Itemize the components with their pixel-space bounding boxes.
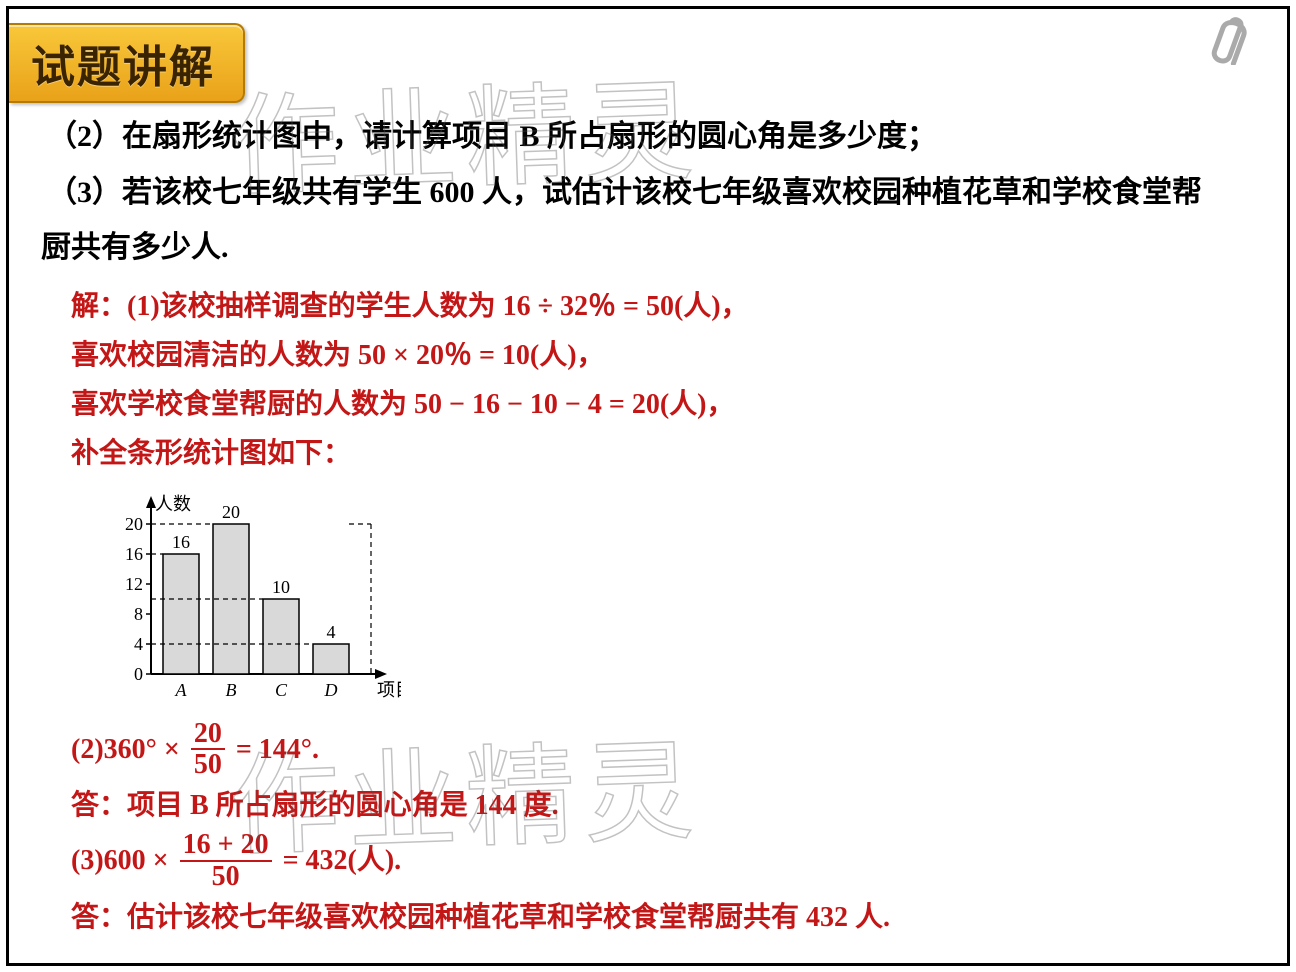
svg-text:16: 16 <box>125 544 143 564</box>
p2-post: = 144°. <box>236 733 319 764</box>
p3-pre: (3)600 × <box>71 845 169 876</box>
frac-num: 20 <box>191 719 225 750</box>
answer-line-3: 喜欢学校食堂帮厨的人数为 50 − 16 − 10 − 4 = 20(人)， <box>71 380 1249 429</box>
answer-part2-text: 答：项目 B 所占扇形的圆心角是 144 度. <box>71 781 1249 830</box>
answer-part3-calc: (3)600 × 16 + 20 50 = 432(人). <box>71 832 1249 893</box>
svg-text:D: D <box>324 680 338 700</box>
svg-text:8: 8 <box>134 604 143 624</box>
question-3a: （3）若该校七年级共有学生 600 人，试估计该校七年级喜欢校园种植花草和学校食… <box>47 165 1249 221</box>
svg-text:20: 20 <box>125 514 143 534</box>
svg-text:B: B <box>226 680 237 700</box>
content-area: （2）在扇形统计图中，请计算项目 B 所占扇形的圆心角是多少度； （3）若该校七… <box>47 109 1249 942</box>
svg-text:20: 20 <box>222 502 240 522</box>
svg-text:4: 4 <box>327 622 336 642</box>
svg-text:A: A <box>175 680 188 700</box>
fraction-36-50: 16 + 20 50 <box>180 830 272 891</box>
p2-pre: (2)360° × <box>71 733 180 764</box>
svg-text:4: 4 <box>134 634 143 654</box>
svg-text:16: 16 <box>172 532 190 552</box>
paperclip-icon <box>1177 5 1257 65</box>
fraction-20-50: 20 50 <box>191 719 225 780</box>
answer-part2-calc: (2)360° × 20 50 = 144°. <box>71 721 1249 782</box>
question-3b: 厨共有多少人. <box>41 220 1249 276</box>
answer-line-2: 喜欢校园清洁的人数为 50 × 20％ = 10(人)， <box>71 331 1249 380</box>
bar-chart-svg: 人数 0 4 8 12 16 20 16 A 20 B 10 C 4 D 项目 <box>101 482 401 712</box>
answer-line-1: 解：(1)该校抽样调查的学生人数为 16 ÷ 32％ = 50(人)， <box>71 282 1249 331</box>
frac-den: 50 <box>180 862 272 891</box>
section-banner: 试题讲解 <box>9 27 245 99</box>
banner-bg: 试题讲解 <box>9 23 245 103</box>
svg-text:12: 12 <box>125 574 143 594</box>
answer-part3-text: 答：估计该校七年级喜欢校园种植花草和学校食堂帮厨共有 432 人. <box>71 893 1249 942</box>
question-2: （2）在扇形统计图中，请计算项目 B 所占扇形的圆心角是多少度； <box>47 109 1249 165</box>
banner-title: 试题讲解 <box>31 43 215 92</box>
slide-frame: 试题讲解 （2）在扇形统计图中，请计算项目 B 所占扇形的圆心角是多少度； （3… <box>6 6 1290 966</box>
svg-text:10: 10 <box>272 577 290 597</box>
svg-text:项目: 项目 <box>377 680 401 700</box>
svg-text:人数: 人数 <box>155 494 191 514</box>
frac-num: 16 + 20 <box>180 830 272 861</box>
bar-chart: 人数 0 4 8 12 16 20 16 A 20 B 10 C 4 D 项目 <box>101 482 1249 717</box>
frac-den: 50 <box>191 750 225 779</box>
p3-post: = 432(人). <box>283 845 402 876</box>
svg-text:C: C <box>275 680 288 700</box>
svg-text:0: 0 <box>134 664 143 684</box>
answer-line-4: 补全条形统计图如下： <box>71 429 1249 478</box>
